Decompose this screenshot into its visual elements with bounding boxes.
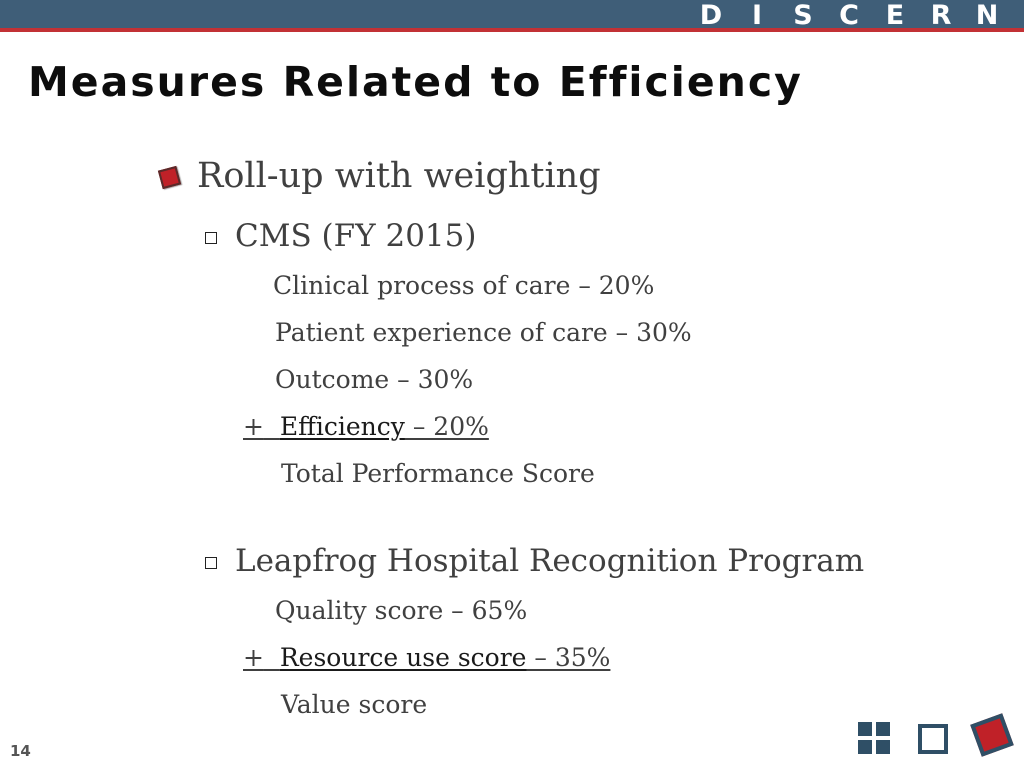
diamond-icon[interactable] (970, 713, 1014, 757)
bullet-level1: Roll-up with weighting (157, 156, 601, 196)
leapfrog-heading: Leapfrog Hospital Recognition Program (235, 543, 865, 579)
grid-cell (876, 722, 890, 736)
grid-cell (858, 722, 872, 736)
cms-item-patient-experience: Patient experience of care – 30% (275, 318, 692, 347)
cms-item-outcome: Outcome – 30% (275, 365, 474, 394)
brand-letter: D (699, 0, 723, 31)
bullet-cms: CMS (FY 2015) (205, 218, 476, 254)
plus-sign: + (243, 643, 264, 672)
efficiency-term: Efficiency (279, 412, 405, 441)
window-icon[interactable] (918, 724, 948, 754)
grid-cell (876, 740, 890, 754)
leapfrog-item-resource-use: + Resource use score – 35% (243, 643, 610, 672)
slide-title: Measures Related to Efficiency (28, 58, 803, 106)
square-bullet-icon (205, 232, 217, 244)
cms-item-efficiency: + Efficiency – 20% (243, 412, 489, 441)
red-diamond-bullet-icon (157, 165, 182, 189)
brand-letter: S (793, 0, 813, 31)
cms-item-clinical: Clinical process of care – 20% (273, 271, 655, 300)
grid-icon[interactable] (858, 722, 890, 754)
grid-cell (858, 740, 872, 754)
resource-use-weight: – 35% (526, 643, 611, 672)
header-bar (0, 0, 1024, 28)
square-bullet-icon (205, 557, 217, 569)
brand-letter: C (839, 0, 859, 31)
brand-letter: N (975, 0, 999, 31)
header-accent-line (0, 28, 1024, 32)
leapfrog-value-score: Value score (281, 690, 428, 719)
brand-letter: E (885, 0, 905, 31)
brand-letter: R (930, 0, 952, 31)
brand-letter: I (751, 0, 763, 31)
efficiency-weight: – 20% (404, 412, 489, 441)
leapfrog-item-quality: Quality score – 65% (275, 596, 528, 625)
brand-logo: D I S C E R N (688, 0, 1010, 32)
resource-use-term: Resource use score (279, 643, 527, 672)
cms-heading: CMS (FY 2015) (235, 218, 477, 254)
cms-total-performance-score: Total Performance Score (281, 459, 595, 488)
bullet-leapfrog: Leapfrog Hospital Recognition Program (205, 543, 864, 579)
bullet-level1-text: Roll-up with weighting (197, 156, 601, 196)
page-number: 14 (10, 742, 31, 760)
plus-sign: + (243, 412, 264, 441)
